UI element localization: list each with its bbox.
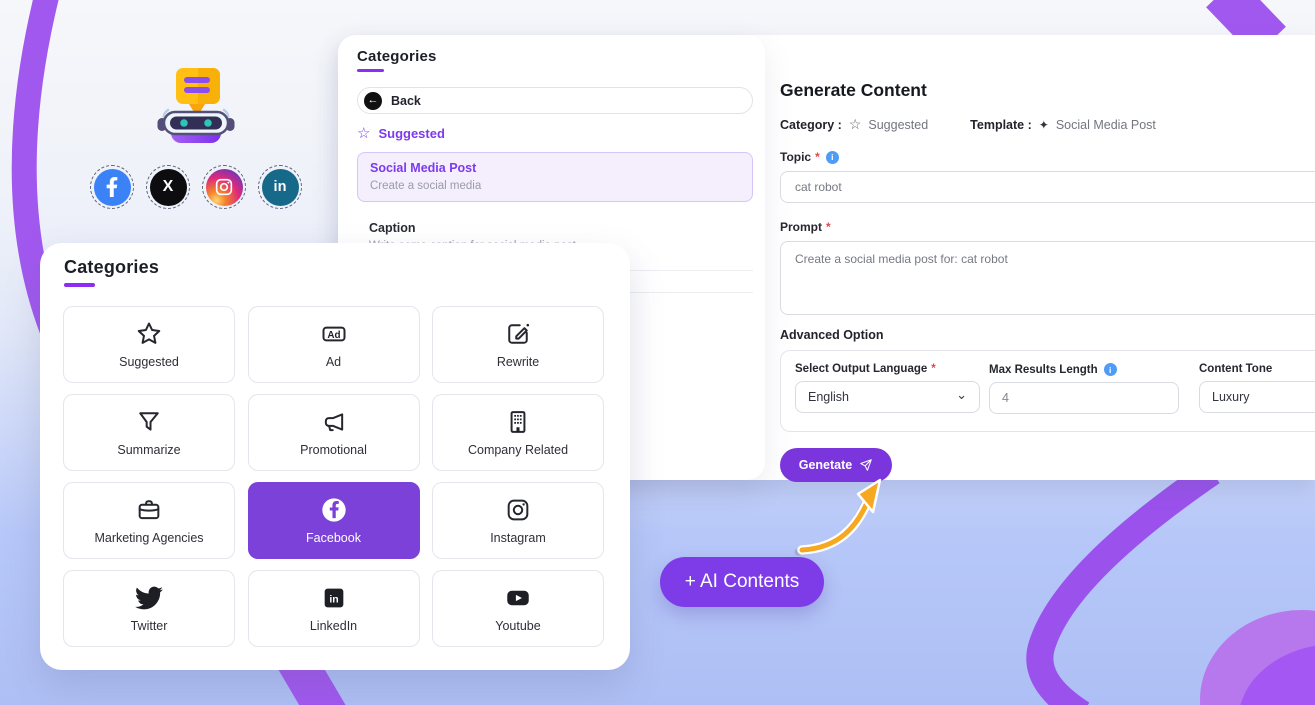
- category-meta-label: Category :: [780, 117, 842, 132]
- back-button[interactable]: ← Back: [357, 87, 753, 114]
- categories-grid: Suggested Ad Ad Rewrite Summarize: [63, 306, 604, 647]
- info-icon[interactable]: i: [825, 150, 839, 164]
- instagram-icon[interactable]: [202, 165, 246, 209]
- facebook-f-glyph: [106, 177, 118, 197]
- topic-input-value: cat robot: [795, 180, 842, 194]
- sparkle-icon: ✦: [1038, 117, 1049, 132]
- top-right-stripe-shape: [1206, 0, 1286, 58]
- selection-meta-row: Category : ☆ Suggested Template : ✦ Soci…: [780, 116, 1315, 133]
- language-select-value: English: [808, 390, 849, 404]
- template-item-subtitle: Create a social media: [370, 180, 482, 192]
- tile-ad[interactable]: Ad Ad: [247, 306, 420, 383]
- max-results-label: Max Results Length i: [989, 363, 1179, 376]
- x-twitter-icon[interactable]: X: [146, 165, 190, 209]
- send-icon: [860, 459, 873, 471]
- tile-summarize[interactable]: Summarize: [63, 394, 235, 471]
- building-icon: [510, 411, 526, 433]
- page-title: Generate Content: [780, 80, 927, 100]
- instagram-outline-icon: [507, 499, 529, 521]
- content-tone-input[interactable]: Luxury: [1199, 381, 1315, 413]
- right-curve-stripe-shape: [1026, 460, 1220, 705]
- youtube-play-icon: [507, 590, 529, 606]
- tile-instagram[interactable]: Instagram: [432, 482, 604, 559]
- prompt-textarea-value: Create a social media post for: cat robo…: [795, 252, 1008, 266]
- pointer-arrow: [794, 478, 882, 556]
- chevron-down-icon: ⌄: [956, 387, 967, 402]
- category-link-label: Suggested: [378, 126, 445, 141]
- advanced-option-box: Select Output Language * English ⌄ Max Re…: [780, 350, 1315, 432]
- tile-marketing-agencies[interactable]: Marketing Agencies: [63, 482, 235, 559]
- template-item-social-media-post[interactable]: Social Media Post Create a social media: [357, 152, 753, 202]
- generate-content-panel: Generate Content Category : ☆ Suggested …: [780, 80, 1315, 482]
- linkedin-square-icon: in: [324, 588, 343, 608]
- topic-label: Topic * i: [780, 150, 1315, 164]
- back-button-label: Back: [391, 93, 421, 108]
- content-tone-label: Content Tone: [1199, 363, 1273, 375]
- max-results-value: 4: [1002, 391, 1009, 405]
- language-label: Select Output Language *: [795, 363, 936, 375]
- ai-contents-button[interactable]: + AI Contents: [660, 557, 824, 607]
- ad-box-icon: Ad: [322, 326, 345, 342]
- categories-card: Categories Suggested Ad Ad Rewrite: [40, 243, 630, 670]
- twitter-bird-icon: [135, 586, 163, 610]
- generate-button-label: Genetate: [798, 458, 853, 472]
- template-meta-label: Template :: [970, 117, 1032, 132]
- instagram-glyph: [215, 178, 233, 196]
- title-underline: [64, 283, 95, 287]
- category-meta-value: Suggested: [868, 117, 929, 132]
- template-item-title: Social Media Post: [370, 161, 477, 175]
- category-link-suggested[interactable]: ☆ Suggested: [357, 126, 751, 141]
- star-icon: ☆: [357, 125, 371, 142]
- briefcase-icon: [138, 500, 160, 520]
- tile-suggested[interactable]: Suggested: [63, 306, 235, 383]
- tile-twitter[interactable]: Twitter: [63, 570, 235, 647]
- facebook-circle-icon: [321, 498, 346, 522]
- template-meta-value: Social Media Post: [1055, 117, 1156, 132]
- back-arrow-icon: ←: [364, 91, 382, 110]
- templates-panel-title: Categories: [357, 48, 437, 65]
- facebook-icon[interactable]: [90, 165, 134, 209]
- language-select[interactable]: English ⌄: [795, 381, 980, 413]
- max-results-input[interactable]: 4: [989, 382, 1179, 414]
- title-underline: [357, 69, 384, 72]
- tile-youtube[interactable]: Youtube: [432, 570, 604, 647]
- template-item-title: Caption: [369, 221, 416, 235]
- star-icon: [137, 322, 161, 344]
- tile-company-related[interactable]: Company Related: [432, 394, 604, 471]
- linkedin-icon[interactable]: in: [258, 165, 302, 209]
- megaphone-icon: [324, 413, 343, 432]
- content-tone-value: Luxury: [1212, 390, 1250, 404]
- linkedin-in-glyph: in: [273, 179, 287, 195]
- chatbot-robot-logo: [157, 68, 235, 143]
- tile-linkedin[interactable]: in LinkedIn: [247, 570, 420, 647]
- tile-facebook[interactable]: Facebook: [247, 482, 420, 559]
- prompt-label: Prompt *: [780, 220, 831, 234]
- topic-input[interactable]: cat robot: [780, 171, 1315, 203]
- bottom-right-blob-inner: [1240, 645, 1315, 705]
- categories-card-title: Categories: [64, 257, 160, 277]
- tile-rewrite[interactable]: Rewrite: [432, 306, 604, 383]
- pencil-square-icon: [508, 323, 530, 344]
- tile-promotional[interactable]: Promotional: [247, 394, 420, 471]
- svg-text:Ad: Ad: [327, 330, 340, 341]
- x-logo-glyph: X: [162, 178, 174, 195]
- ai-contents-button-label: + AI Contents: [684, 571, 800, 592]
- funnel-icon: [139, 412, 159, 431]
- prompt-textarea[interactable]: Create a social media post for: cat robo…: [780, 241, 1315, 315]
- svg-text:in: in: [329, 594, 338, 606]
- generate-button[interactable]: Genetate: [780, 448, 892, 482]
- star-icon: ☆: [848, 116, 862, 132]
- info-icon[interactable]: i: [1103, 363, 1117, 376]
- advanced-option-label: Advanced Option: [780, 328, 884, 342]
